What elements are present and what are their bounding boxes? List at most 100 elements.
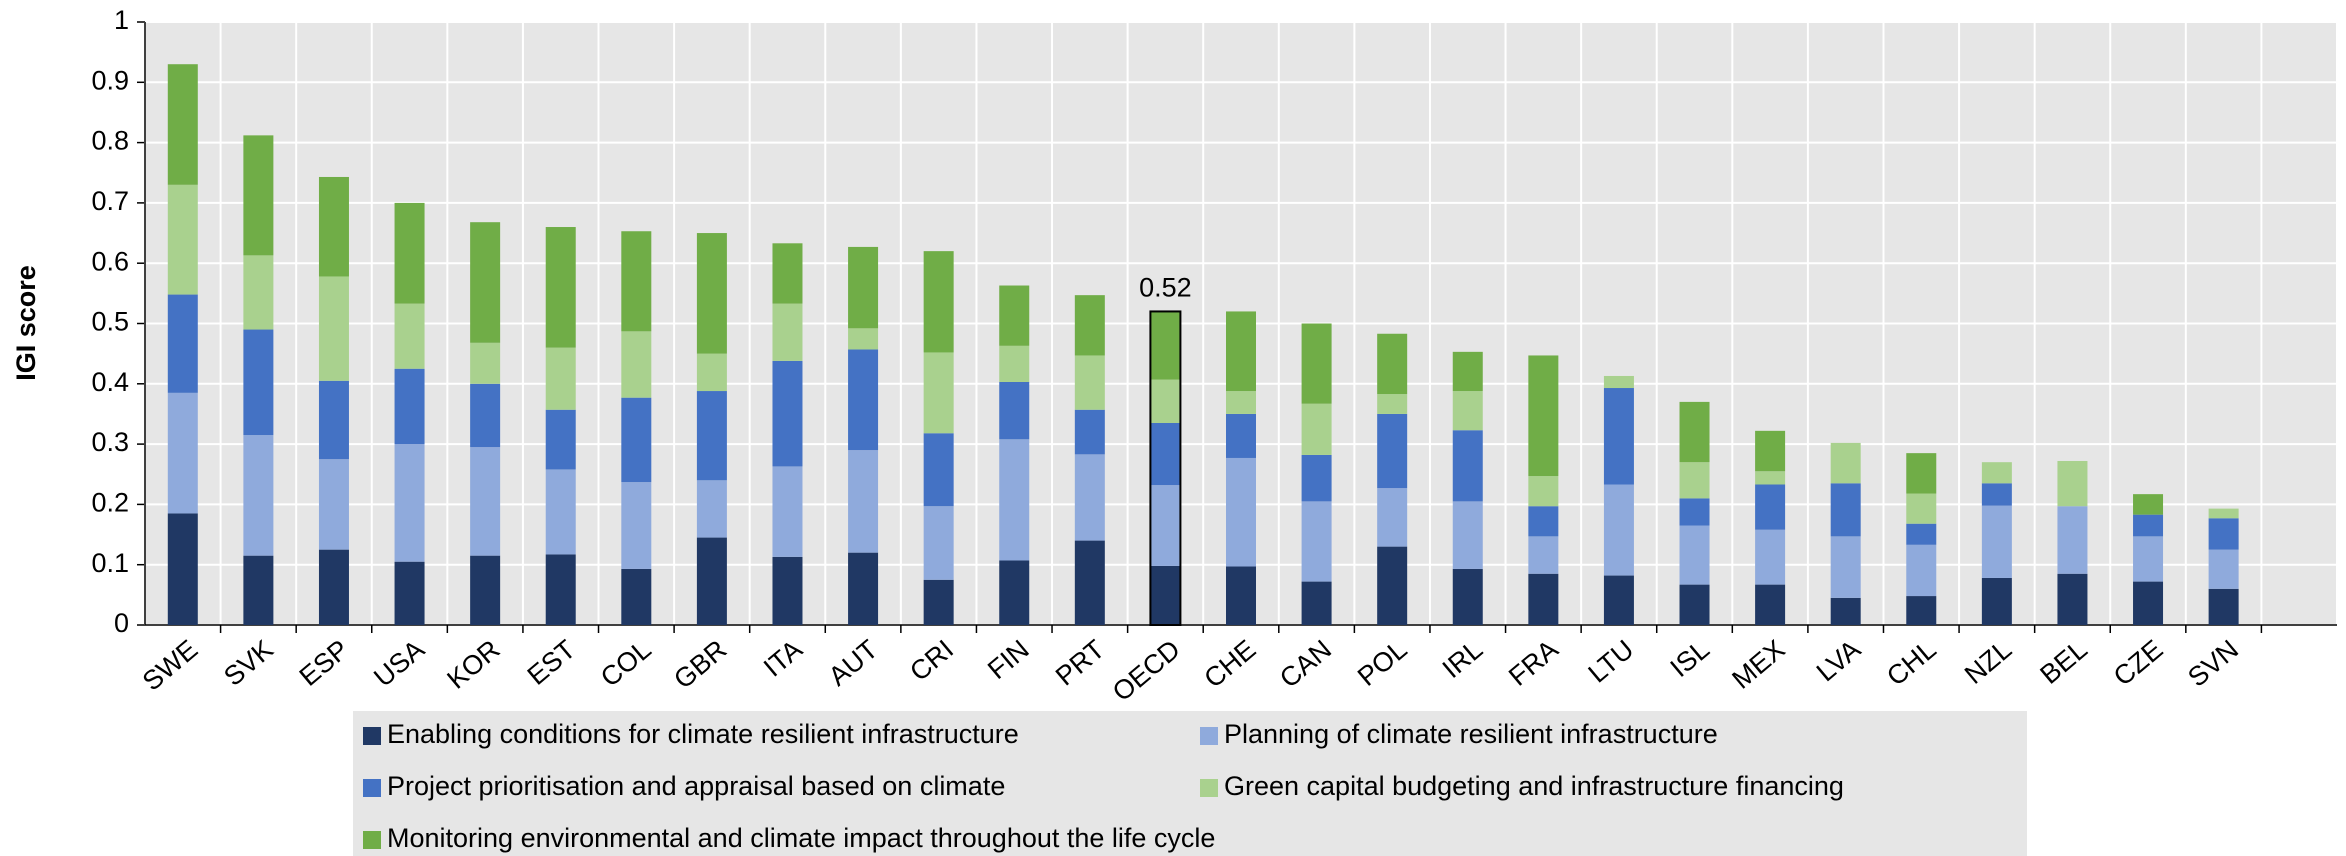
x-tick-label: ESP [294, 634, 355, 692]
bar-segment [1603, 575, 1634, 625]
legend-label: Planning of climate resilient infrastruc… [1224, 719, 1718, 749]
bar-segment [1452, 568, 1483, 625]
x-tick-label: FIN [982, 634, 1035, 685]
bar-segment [1150, 379, 1181, 423]
x-tick-label: GBR [668, 634, 732, 695]
bar-segment [470, 447, 501, 556]
x-tick-label: BEL [2034, 634, 2092, 690]
x-tick-label: LVA [1811, 634, 1866, 687]
bar-segment [772, 360, 803, 467]
bar-segment [1301, 501, 1332, 582]
x-tick-label: AUT [823, 634, 884, 692]
bar-segment [318, 380, 349, 460]
bar-segment [1679, 401, 1710, 463]
bar-segment [621, 397, 652, 483]
x-tick-label: IRL [1437, 634, 1488, 684]
y-tick-label: 0.6 [91, 246, 129, 276]
bar-segment [1377, 394, 1408, 414]
bar-segment [1452, 501, 1483, 569]
bar-segment [545, 469, 576, 555]
legend-swatch [363, 831, 381, 849]
bar-segment [1603, 388, 1634, 485]
x-tick-label: ITA [758, 634, 808, 683]
bar-segment [2133, 514, 2164, 537]
bar-segment [1755, 471, 1786, 485]
bar-segment [1981, 505, 2012, 578]
bar-segment [1150, 485, 1181, 566]
bar-segment [394, 561, 425, 625]
bar-segment [1452, 351, 1483, 392]
y-tick-label: 0.7 [91, 186, 129, 216]
bar-segment [1301, 403, 1332, 455]
bar-segment [470, 222, 501, 343]
x-tick-label: OECD [1107, 634, 1186, 707]
bar-segment [1755, 484, 1786, 530]
legend-label: Monitoring environmental and climate imp… [387, 823, 1215, 853]
bar-segment [1679, 462, 1710, 499]
bar-segment [1981, 577, 2012, 625]
bar-segment [1226, 457, 1256, 567]
bar-segment [1226, 413, 1256, 458]
bar-segment [923, 433, 954, 507]
highlight-outline [1149, 310, 1182, 626]
x-tick-label: CAN [1274, 634, 1337, 694]
x-tick-label: NZL [1959, 634, 2017, 690]
bar-segment [1226, 391, 1256, 414]
x-tick-label: LTU [1583, 634, 1640, 688]
bar-segment [2057, 460, 2088, 507]
y-tick-label: 0.5 [91, 307, 129, 337]
y-tick-label: 0.8 [91, 126, 129, 156]
bar-segment [772, 303, 803, 361]
x-tick-label: EST [522, 634, 582, 691]
legend-label: Enabling conditions for climate resilien… [387, 719, 1019, 749]
x-tick-label: CZE [2108, 634, 2169, 692]
bar-segment [1301, 581, 1332, 625]
bar-segment [848, 349, 879, 451]
bar-segment [545, 409, 576, 470]
bar-segment [545, 227, 576, 348]
bar-segment [621, 568, 652, 625]
legend-swatch [363, 727, 381, 745]
bar-segment [1074, 409, 1105, 455]
bar-segment [2057, 506, 2088, 574]
bar-segment [243, 329, 274, 436]
bar-segment [1755, 584, 1786, 625]
y-tick-label: 1 [114, 5, 129, 35]
bar-segment [1603, 484, 1634, 576]
bar-segment [470, 383, 501, 448]
bar-segment [848, 246, 879, 329]
bar-segment [1301, 454, 1332, 502]
bar-segment [1906, 453, 1937, 494]
bar-segment [545, 347, 576, 410]
bar-segment [1377, 546, 1408, 625]
bar-segment [1981, 483, 2012, 506]
bar-segment [848, 552, 879, 625]
y-tick-label: 0 [114, 608, 129, 638]
bar-segment [621, 482, 652, 569]
bar-segment [1074, 540, 1105, 625]
y-tick-label: 0.3 [91, 427, 129, 457]
y-tick-label: 0.2 [91, 488, 129, 518]
bar-segment [2133, 581, 2164, 625]
bar-segment [1906, 596, 1937, 625]
bar-segment [470, 342, 501, 384]
bar-segment [1981, 462, 2012, 484]
bar-segment [772, 243, 803, 304]
bar-segment [696, 353, 727, 392]
bar-segment [1679, 498, 1710, 526]
bar-segment [999, 439, 1030, 561]
bar-segment [1906, 493, 1937, 524]
legend-background [353, 711, 2027, 856]
bar-segment [394, 444, 425, 562]
bar-segment [1679, 584, 1710, 625]
bar-segment [2208, 549, 2239, 589]
bar-segment [1906, 523, 1937, 545]
bar-segment [318, 549, 349, 625]
bar-segment [772, 556, 803, 625]
x-tick-label: CHL [1881, 634, 1942, 692]
bar-segment [923, 506, 954, 580]
bar-segment [1452, 391, 1483, 431]
x-tick-label: PRT [1050, 634, 1110, 691]
bar-segment [999, 345, 1030, 382]
